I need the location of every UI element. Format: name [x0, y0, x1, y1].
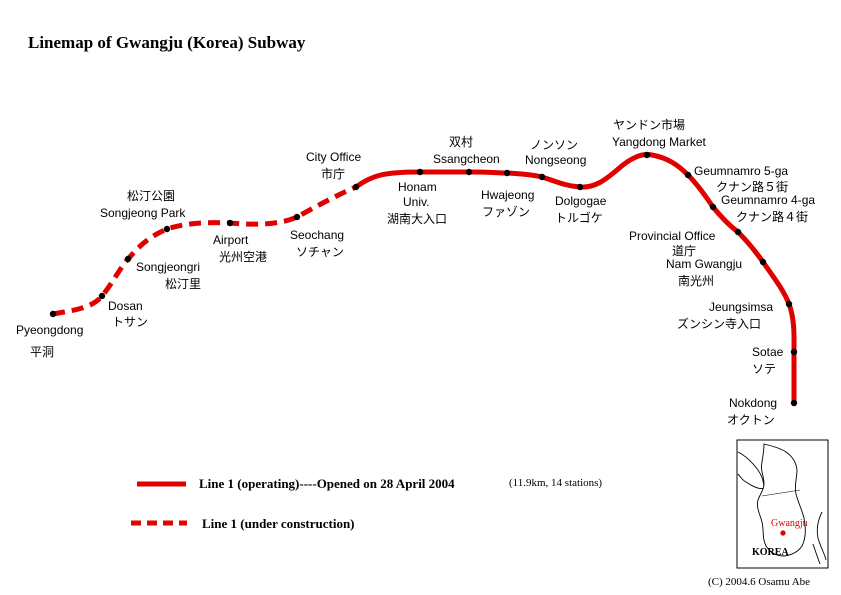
station-label-honam-univ-line2: Univ. [403, 195, 429, 209]
station-label-city-office: City Office [306, 150, 361, 164]
legend-construction-label: Line 1 (under construction) [202, 516, 355, 531]
station-dot-airport[interactable] [226, 219, 234, 227]
station-label-seochang: Seochang [290, 228, 344, 242]
inset-gwangju-label: Gwangju [771, 518, 808, 529]
station-label-jeungsimsa-jp: ズンシン寺入口 [677, 316, 761, 331]
station-dot-jeungsimsa[interactable] [785, 300, 793, 308]
station-label-city-office-jp: 市庁 [321, 166, 345, 181]
station-label-dolgogae: Dolgogae [555, 194, 607, 208]
station-dot-nongseong[interactable] [538, 173, 546, 181]
station-dot-geumnamro-5ga[interactable] [684, 171, 692, 179]
station-label-sotae: Sotae [752, 345, 784, 359]
station-dot-dolgogae[interactable] [576, 183, 584, 191]
station-dot-ssangcheon[interactable] [465, 168, 473, 176]
station-dot-provincial-office[interactable] [734, 228, 742, 236]
station-label-nongseong: Nongseong [525, 153, 586, 167]
station-dots [49, 151, 798, 407]
station-dot-geumnamro-4ga[interactable] [709, 203, 717, 211]
station-label-nongseong-jp: ノンソン [530, 138, 578, 152]
station-dot-yangdong-market[interactable] [643, 151, 651, 159]
station-label-songjeongri-jp: 松汀里 [165, 277, 201, 291]
station-dot-city-office[interactable] [352, 183, 360, 191]
station-label-hwajeong-jp: ファゾン [482, 205, 530, 219]
inset-korea-peninsula [757, 443, 806, 557]
station-labels: Pyeongdong 平洞 Dosan トサン Songjeongri 松汀里 … [16, 117, 815, 427]
inset-korea-label: KOREA [752, 547, 789, 558]
station-label-dosan: Dosan [108, 299, 143, 313]
station-dot-hwajeong[interactable] [503, 169, 511, 177]
station-label-pyeongdong: Pyeongdong [16, 323, 83, 337]
station-label-provincial-office-jp: 道庁 [672, 244, 696, 258]
station-label-sotae-jp: ソテ [752, 362, 776, 376]
station-label-geumnamro-4ga: Geumnamro 4-ga [721, 193, 815, 207]
station-label-dosan-jp: トサン [112, 315, 148, 329]
station-label-nokdong: Nokdong [729, 396, 777, 410]
station-dot-sotae[interactable] [790, 348, 798, 356]
line-operating [353, 152, 797, 406]
inset-japan [812, 511, 827, 565]
legend: Line 1 (operating)----Opened on 28 April… [131, 476, 602, 531]
station-dot-seochang[interactable] [293, 213, 301, 221]
station-label-yangdong-market-jp: ヤンドン市場 [613, 117, 685, 132]
map-title: Linemap of Gwangju (Korea) Subway [28, 33, 306, 52]
station-label-yangdong-market: Yangdong Market [612, 135, 707, 149]
station-dot-honam-univ[interactable] [416, 168, 424, 176]
station-dot-nokdong[interactable] [790, 399, 798, 407]
legend-operating-label: Line 1 (operating)----Opened on 28 April… [199, 476, 455, 491]
station-label-nokdong-jp: オクトン [727, 413, 775, 427]
station-label-honam-univ-line1: Honam [398, 180, 437, 194]
legend-operating-note: (11.9km, 14 stations) [509, 477, 602, 489]
station-label-songjeongri: Songjeongri [136, 260, 200, 274]
station-label-geumnamro-4ga-jp: クナン路４街 [736, 209, 808, 224]
station-label-geumnamro-5ga: Geumnamro 5-ga [694, 164, 788, 178]
station-label-honam-univ-jp: 湖南大入口 [387, 211, 447, 226]
station-dot-nam-gwangju[interactable] [759, 258, 767, 266]
station-label-jeungsimsa: Jeungsimsa [709, 300, 773, 314]
station-dot-songjeongri[interactable] [124, 255, 132, 263]
inset-gwangju-marker [780, 530, 786, 536]
station-label-airport-jp: 光州空港 [219, 250, 267, 264]
station-label-hwajeong: Hwajeong [481, 188, 534, 202]
station-label-ssangcheon-jp: 双村 [449, 135, 473, 149]
station-label-songjeong-park-jp: 松汀公園 [127, 189, 175, 203]
station-label-nam-gwangju-jp: 南光州 [678, 273, 714, 288]
station-label-seochang-jp: ソチャン [296, 245, 344, 259]
station-label-airport: Airport [213, 233, 249, 247]
station-label-nam-gwangju: Nam Gwangju [666, 257, 742, 271]
station-dot-pyeongdong[interactable] [49, 310, 57, 318]
station-dot-dosan[interactable] [98, 292, 106, 300]
station-dot-songjeong-park[interactable] [163, 225, 171, 233]
station-label-geumnamro-5ga-jp: クナン路５街 [716, 179, 788, 194]
station-label-songjeong-park: Songjeong Park [100, 206, 186, 220]
station-label-pyeongdong-jp: 平洞 [30, 345, 54, 359]
copyright-credit: (C) 2004.6 Osamu Abe [708, 576, 810, 588]
station-label-provincial-office: Provincial Office [629, 229, 716, 243]
korea-inset-map: Gwangju KOREA [736, 439, 829, 569]
station-label-dolgogae-jp: トルゴケ [555, 210, 603, 225]
station-label-ssangcheon: Ssangcheon [433, 152, 500, 166]
